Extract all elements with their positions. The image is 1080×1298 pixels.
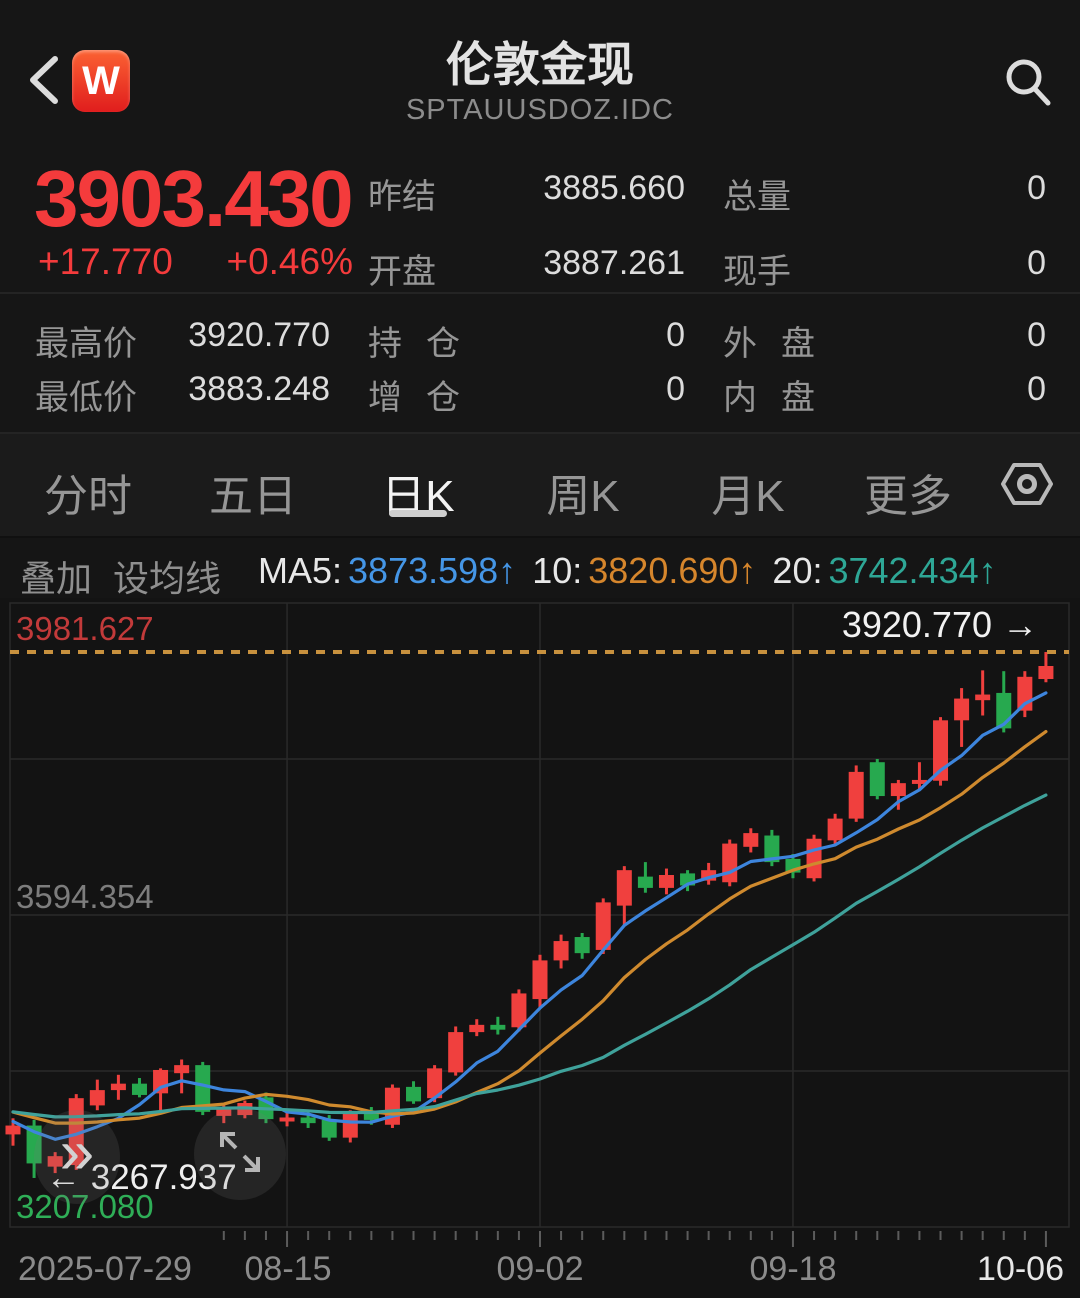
total-volume-value: 0 (1027, 169, 1046, 207)
total-volume-label: 总量 (723, 178, 791, 216)
back-chevron-icon (26, 54, 62, 111)
fullscreen-button[interactable] (194, 1108, 286, 1200)
x-axis-label: 10-06 (977, 1250, 1064, 1288)
chart-settings-button[interactable] (1000, 458, 1054, 510)
back-button[interactable] (26, 52, 70, 112)
x-axis: 2025-07-29 08-15 09-02 09-18 10-06 (0, 1250, 1080, 1296)
oi-change-label: 增仓 (368, 379, 460, 417)
period-tabs: 分时 五日 日K 周K 月K 更多 (0, 434, 1080, 538)
search-icon (1000, 59, 1056, 114)
inner-disc-value: 0 (1027, 370, 1046, 408)
current-volume-label: 现手 (723, 253, 791, 291)
open-interest-label: 持仓 (368, 325, 460, 363)
ma-values: MA5: 3873.598↑ 10: 3820.690↑ 20: 3742.434↑ (258, 550, 1003, 592)
y-axis-label-bottom: 3207.080 (16, 1188, 154, 1225)
high-value: 3920.770 (188, 316, 330, 354)
detail-section: 最高价 3920.770 最低价 3883.248 持仓 0 增仓 0 外盘 0… (0, 294, 1080, 434)
search-button[interactable] (1000, 54, 1056, 110)
y-axis-label-top: 3981.627 (16, 610, 154, 647)
expand-icon (210, 1122, 270, 1187)
x-axis-label: 09-02 (496, 1250, 584, 1288)
ma5-label: MA5: (258, 550, 343, 591)
price-section: 3903.430 +17.770 +0.46% 昨结 3885.660 开盘 3… (0, 145, 1080, 294)
low-price-marker: ← 3267.937 (46, 1158, 237, 1197)
open-label: 开盘 (368, 253, 436, 291)
header: W 伦敦金现 SPTAUUSDOZ.IDC (0, 0, 1080, 145)
prev-settle-value: 3885.660 (543, 169, 685, 207)
instrument-code: SPTAUUSDOZ.IDC (405, 94, 675, 126)
low-label: 最低价 (35, 379, 137, 417)
wind-app-badge[interactable]: W (72, 50, 130, 112)
x-axis-label: 09-18 (749, 1250, 837, 1288)
price-change-pct: +0.46% (226, 241, 353, 282)
high-price-line-label: 3920.770 → (841, 604, 1038, 645)
ma-toolbar: 叠加 设均线 MA5: 3873.598↑ 10: 3820.690↑ 20: 374… (0, 538, 1080, 599)
current-volume-value: 0 (1027, 244, 1046, 282)
kline-chart[interactable]: 3981.627 3594.354 3207.080 ← 3267.937 39… (0, 598, 1080, 1298)
ma20-label: 20: (772, 550, 823, 591)
price-change: +17.770 (38, 241, 173, 282)
tab-weekly-k[interactable]: 周K (546, 472, 620, 521)
page-title: 伦敦金现 (446, 38, 634, 91)
tab-more[interactable]: 更多 (864, 472, 952, 521)
skip-to-latest-button[interactable]: » (34, 1110, 120, 1204)
tab-monthly-k[interactable]: 月K (711, 472, 785, 521)
prev-settle-label: 昨结 (368, 178, 436, 216)
settings-nut-icon (1000, 463, 1054, 514)
active-tab-underline (389, 510, 447, 517)
last-price: 3903.430 (34, 154, 354, 243)
y-axis-label-mid: 3594.354 (16, 878, 154, 915)
ma20-value: 3742.434↑ (828, 550, 997, 591)
overlay-button[interactable]: 叠加 (20, 558, 93, 599)
x-axis-label: 08-15 (244, 1250, 332, 1288)
inner-disc-label: 内盘 (723, 379, 815, 417)
ma10-label: 10: (532, 550, 583, 591)
set-ma-button[interactable]: 设均线 (113, 558, 222, 599)
x-axis-label: 2025-07-29 (18, 1250, 192, 1288)
ma10-value: 3820.690↑ (588, 550, 757, 591)
oi-change-value: 0 (666, 370, 685, 408)
kline-canvas (5, 602, 1070, 1247)
ma5-value: 3873.598↑ (348, 550, 517, 591)
tab-5day[interactable]: 五日 (209, 472, 297, 521)
low-value: 3883.248 (188, 370, 330, 408)
high-label: 最高价 (35, 325, 137, 363)
tab-minute[interactable]: 分时 (44, 472, 132, 521)
outer-disc-label: 外盘 (723, 325, 815, 363)
open-interest-value: 0 (666, 316, 685, 354)
open-value: 3887.261 (543, 244, 685, 282)
outer-disc-value: 0 (1027, 316, 1046, 354)
